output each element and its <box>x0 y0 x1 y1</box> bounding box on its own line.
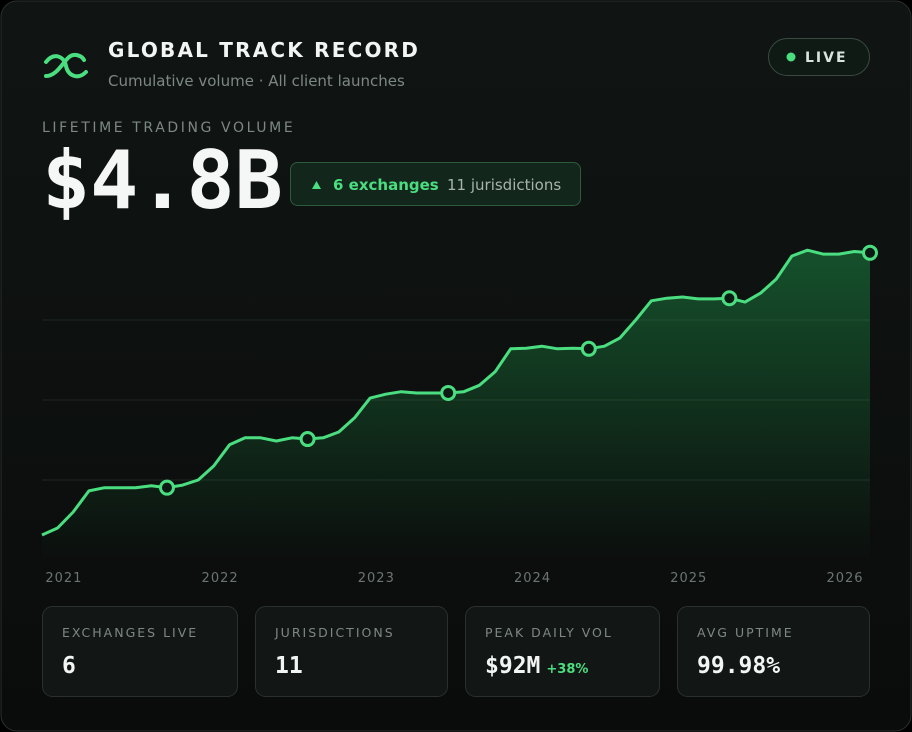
x-tick-label: 2023 <box>358 571 395 586</box>
stats-row: EXCHANGES LIVE 6 JURISDICTIONS 11 PEAK DAILY… <box>42 606 870 697</box>
up-arrow <box>312 181 321 189</box>
x-tick-label: 2021 <box>45 571 82 586</box>
logo <box>44 52 88 79</box>
stat-label: JURISDICTIONS <box>274 625 395 640</box>
stat-value: 6 <box>62 653 76 679</box>
stat-card <box>42 606 238 697</box>
area-fill <box>42 250 870 560</box>
stat-value: 99.98% <box>697 653 780 679</box>
live-label: LIVE <box>805 50 848 66</box>
stat-card <box>465 606 660 697</box>
x-tick-label: 2024 <box>514 571 551 586</box>
stat-value: 11 <box>275 653 303 679</box>
live-dot <box>786 52 796 62</box>
point-marker <box>862 244 878 261</box>
badge-secondary: 11 jurisdictions <box>447 176 561 194</box>
stat-label: AVG UPTIME <box>697 625 794 640</box>
x-tick-label: 2026 <box>826 571 863 586</box>
x-tick-label: 2025 <box>670 571 707 586</box>
point-marker <box>721 290 738 307</box>
metric-label: LIFETIME TRADING VOLUME <box>42 120 295 136</box>
metric-badge <box>290 162 581 206</box>
badge-primary: 6 exchanges <box>333 176 439 194</box>
stat-delta: +38% <box>546 662 588 677</box>
point-marker <box>299 431 316 448</box>
stat-value: $92M <box>485 653 540 679</box>
stat-card <box>255 606 448 697</box>
title: GLOBAL TRACK RECORD <box>108 38 420 62</box>
stat-card <box>677 606 870 697</box>
metric-value: $4.8B <box>42 134 283 227</box>
chart: 2021 2022 2023 2024 2025 2026 <box>41 244 878 586</box>
subtitle: Cumulative volume · All client launches <box>108 72 405 90</box>
point-marker <box>580 340 597 357</box>
point-marker <box>440 384 457 401</box>
point-marker <box>158 479 175 496</box>
live-pill <box>768 38 870 76</box>
x-tick-label: 2022 <box>202 571 239 586</box>
stat-label: PEAK DAILY VOL <box>485 625 613 640</box>
stat-label: EXCHANGES LIVE <box>62 625 198 640</box>
